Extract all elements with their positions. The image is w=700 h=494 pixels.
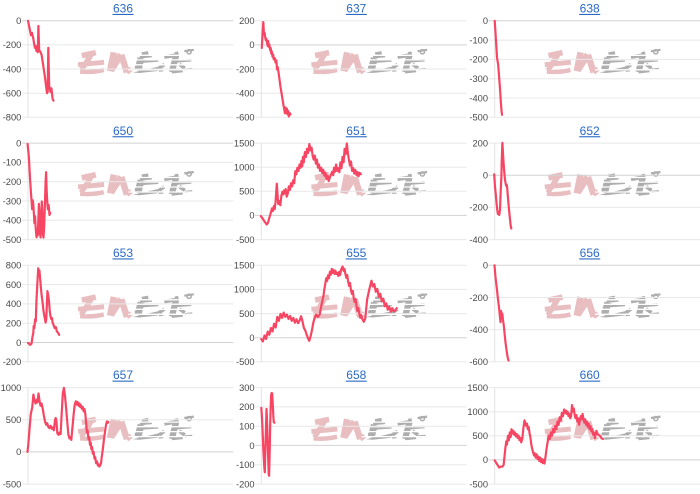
svg-text:-200: -200 <box>469 293 488 303</box>
svg-text:0: 0 <box>249 333 254 343</box>
svg-text:100: 100 <box>239 422 255 432</box>
svg-text:-300: -300 <box>469 74 488 84</box>
svg-text:637: 637 <box>346 2 366 16</box>
svg-text:-500: -500 <box>236 235 255 245</box>
svg-text:638: 638 <box>580 2 600 16</box>
svg-text:-400: -400 <box>3 64 22 74</box>
svg-text:500: 500 <box>6 415 22 425</box>
svg-text:-500: -500 <box>3 235 22 245</box>
svg-text:653: 653 <box>113 246 133 260</box>
svg-text:-200: -200 <box>469 55 488 65</box>
svg-text:-200: -200 <box>469 203 488 213</box>
svg-text:-500: -500 <box>469 113 488 123</box>
svg-text:-800: -800 <box>3 113 22 123</box>
svg-text:0: 0 <box>16 447 21 457</box>
svg-text:0: 0 <box>483 16 488 26</box>
svg-text:0: 0 <box>483 455 488 465</box>
svg-text:660: 660 <box>580 368 600 382</box>
svg-text:0: 0 <box>483 171 488 181</box>
svg-text:0: 0 <box>483 261 488 271</box>
svg-text:200: 200 <box>472 138 488 148</box>
svg-text:651: 651 <box>346 124 366 138</box>
svg-text:-500: -500 <box>469 479 488 489</box>
svg-text:300: 300 <box>239 383 255 393</box>
svg-text:600: 600 <box>6 280 22 290</box>
svg-text:-400: -400 <box>469 93 488 103</box>
svg-text:-100: -100 <box>3 158 22 168</box>
svg-text:800: 800 <box>6 261 22 271</box>
svg-text:1000: 1000 <box>467 407 488 417</box>
svg-text:1500: 1500 <box>234 261 255 271</box>
svg-text:636: 636 <box>113 2 133 16</box>
svg-text:0: 0 <box>249 40 254 50</box>
svg-text:656: 656 <box>580 246 600 260</box>
svg-text:658: 658 <box>346 368 366 382</box>
svg-text:-500: -500 <box>236 357 255 367</box>
svg-text:-200: -200 <box>3 177 22 187</box>
svg-text:200: 200 <box>239 402 255 412</box>
svg-text:652: 652 <box>580 124 600 138</box>
svg-text:1000: 1000 <box>234 163 255 173</box>
svg-text:0: 0 <box>16 338 21 348</box>
svg-text:0: 0 <box>249 211 254 221</box>
svg-text:-200: -200 <box>236 479 255 489</box>
svg-text:-300: -300 <box>3 196 22 206</box>
svg-text:1500: 1500 <box>234 138 255 148</box>
svg-text:657: 657 <box>113 368 133 382</box>
svg-text:-400: -400 <box>469 325 488 335</box>
svg-text:200: 200 <box>6 319 22 329</box>
svg-text:-600: -600 <box>236 113 255 123</box>
svg-text:500: 500 <box>239 309 255 319</box>
svg-text:200: 200 <box>239 16 255 26</box>
svg-text:650: 650 <box>113 124 133 138</box>
svg-text:400: 400 <box>6 299 22 309</box>
svg-text:655: 655 <box>346 246 366 260</box>
svg-text:-200: -200 <box>3 40 22 50</box>
svg-text:-400: -400 <box>236 89 255 99</box>
svg-text:500: 500 <box>472 431 488 441</box>
svg-text:-200: -200 <box>3 357 22 367</box>
svg-text:1000: 1000 <box>234 285 255 295</box>
svg-text:-600: -600 <box>469 357 488 367</box>
svg-text:-400: -400 <box>3 216 22 226</box>
svg-text:0: 0 <box>16 138 21 148</box>
svg-text:0: 0 <box>16 16 21 26</box>
svg-text:-600: -600 <box>3 89 22 99</box>
svg-text:-200: -200 <box>236 64 255 74</box>
svg-text:500: 500 <box>239 187 255 197</box>
svg-text:-500: -500 <box>3 479 22 489</box>
svg-text:1000: 1000 <box>1 383 22 393</box>
svg-text:-100: -100 <box>236 460 255 470</box>
svg-text:0: 0 <box>249 441 254 451</box>
svg-text:-100: -100 <box>469 35 488 45</box>
svg-text:1500: 1500 <box>467 383 488 393</box>
svg-text:-400: -400 <box>469 235 488 245</box>
